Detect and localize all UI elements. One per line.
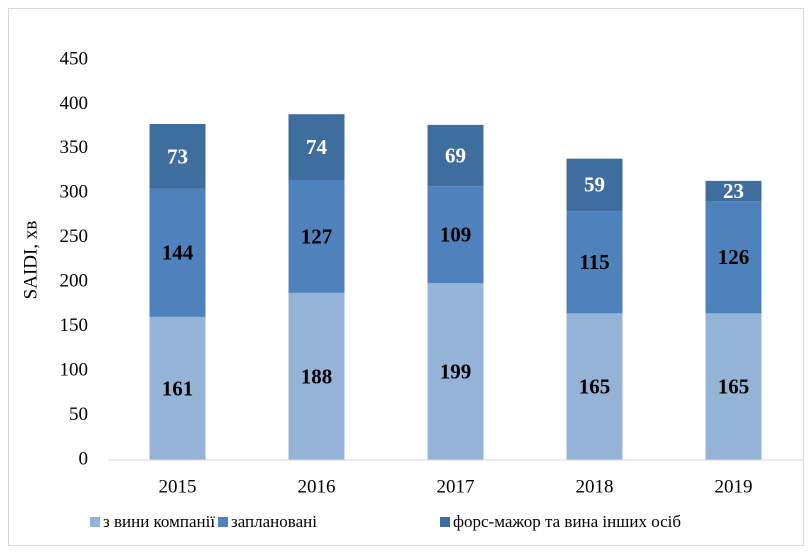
legend-label: з вини компанії — [103, 512, 215, 531]
y-tick-label: 200 — [60, 271, 89, 292]
data-label: 59 — [584, 173, 605, 197]
legend-swatch — [90, 517, 100, 527]
x-tick-label: 2018 — [576, 476, 614, 497]
x-tick-label: 2019 — [715, 476, 753, 497]
bar-segment — [288, 180, 345, 293]
data-label: 126 — [718, 245, 750, 269]
bar-segment — [427, 283, 484, 460]
bar-segment — [427, 124, 484, 187]
y-tick-label: 350 — [60, 137, 89, 158]
chart-frame — [8, 8, 804, 546]
data-label: 144 — [162, 241, 194, 265]
bar-segment — [149, 124, 206, 189]
x-tick-label: 2017 — [437, 476, 475, 497]
y-tick-label: 450 — [60, 48, 89, 69]
data-label: 23 — [723, 179, 744, 203]
y-tick-label: 300 — [60, 182, 89, 203]
data-label: 109 — [440, 222, 472, 246]
bar-segment — [288, 114, 345, 180]
bar-segment — [705, 180, 762, 202]
bar-segment — [149, 188, 206, 317]
legend-label: заплановані — [231, 512, 317, 531]
legend-swatch — [218, 517, 228, 527]
data-label: 127 — [301, 224, 333, 248]
bar-segment — [705, 313, 762, 460]
y-tick-label: 250 — [60, 226, 89, 247]
data-label: 69 — [445, 143, 466, 167]
data-label: 165 — [718, 374, 750, 398]
bar-segment — [566, 211, 623, 314]
data-label: 115 — [579, 250, 609, 274]
data-label: 74 — [306, 135, 328, 159]
x-tick-label: 2016 — [298, 476, 336, 497]
data-label: 161 — [162, 376, 194, 400]
bar-segment — [427, 186, 484, 284]
bar-segment — [566, 313, 623, 460]
bar-segment — [288, 292, 345, 460]
legend-label: форс-мажор та вина інших осіб — [453, 512, 681, 531]
y-tick-label: 0 — [79, 448, 89, 469]
bar-segment — [566, 158, 623, 212]
y-tick-label: 50 — [69, 404, 88, 425]
data-label: 199 — [440, 359, 472, 383]
y-tick-label: 100 — [60, 359, 89, 380]
data-label: 73 — [167, 144, 188, 168]
x-tick-label: 2015 — [159, 476, 197, 497]
data-label: 165 — [579, 374, 611, 398]
y-tick-label: 150 — [60, 315, 89, 336]
legend-swatch — [440, 517, 450, 527]
y-axis-label: SAIDI, хв — [20, 221, 41, 300]
data-label: 188 — [301, 364, 333, 388]
bar-segment — [149, 316, 206, 460]
y-tick-label: 400 — [60, 93, 89, 114]
bar-segment — [705, 201, 762, 314]
